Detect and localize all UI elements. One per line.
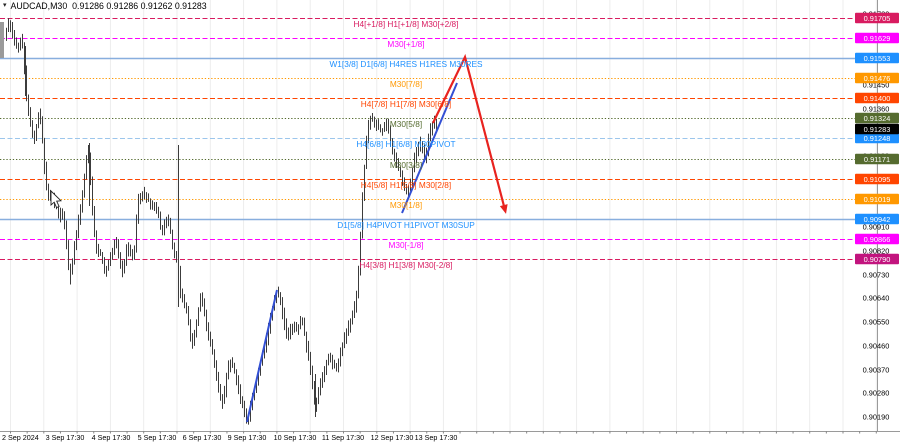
chart-title-text: AUDCAD,M30 0.91286 0.91286 0.91262 0.912… xyxy=(10,1,207,11)
trendline[interactable] xyxy=(401,82,458,214)
price-level-badge xyxy=(855,112,899,124)
murrey-level-label: D1[5/8] H4PIVOT H1PIVOT M30SUP xyxy=(337,220,475,230)
price-tick-label: 0.90640 xyxy=(863,294,890,303)
price-tick-label: 0.90190 xyxy=(863,413,890,422)
price-tick-label: 0.90820 xyxy=(863,247,890,256)
price-tick-label: 0.91450 xyxy=(863,81,890,90)
price-tick-label: 0.90910 xyxy=(863,223,890,232)
time-axis-label: 13 Sep 17:30 xyxy=(415,433,458,442)
time-axis-label: 5 Sep 17:30 xyxy=(138,433,177,442)
murrey-level-label: H4[+1/8] H1[+1/8] M30[+2/8] xyxy=(354,19,459,29)
price-axis[interactable]: 0.917200.914500.913600.911800.909100.908… xyxy=(855,10,899,422)
time-axis-label: 9 Sep 17:30 xyxy=(228,433,267,442)
time-axis-label: 2 Sep 2024 xyxy=(2,433,39,442)
murrey-level-label: M30[5/8] xyxy=(390,119,422,129)
price-level-badge xyxy=(855,92,899,104)
price-level-badge xyxy=(855,132,899,144)
murrey-level-label: M30[7/8] xyxy=(390,79,422,89)
time-axis-label: 11 Sep 17:30 xyxy=(322,433,364,442)
price-tick-label: 0.90370 xyxy=(863,366,890,375)
price-level-badge xyxy=(855,253,899,265)
murrey-level-label: H4[5/8] H1[5/8] M30[2/8] xyxy=(361,180,451,190)
murrey-level-label: H4[6/8] H1[6/8] M30PIVOT xyxy=(356,139,455,149)
price-level-badge xyxy=(855,153,899,165)
price-level-badge-label: 0.91553 xyxy=(864,54,891,63)
price-level-badge-label: 0.91019 xyxy=(864,195,891,204)
price-level-badge-label: 0.91095 xyxy=(864,175,891,184)
price-level-badge-label: 0.90942 xyxy=(864,215,891,224)
forecast-arrowhead-icon xyxy=(499,204,508,214)
current-price-badge xyxy=(855,123,899,135)
clipped-first-bar xyxy=(0,22,4,58)
forecast-arrow-line[interactable] xyxy=(432,53,507,211)
price-level-badge-label: 0.91476 xyxy=(864,74,891,83)
murrey-level-label: W1[3/8] D1[6/8] H4RES H1RES M30RES xyxy=(329,59,483,69)
murrey-level-label: H4[3/8] H1[3/8] M30[-2/8] xyxy=(359,260,452,270)
price-level-badge-label: 0.91400 xyxy=(864,94,891,103)
price-level-badge-label: 0.91171 xyxy=(864,155,890,164)
chart-title: ▾ AUDCAD,M30 0.91286 0.91286 0.91262 0.9… xyxy=(3,1,207,11)
time-axis-label: 4 Sep 17:30 xyxy=(92,433,131,442)
price-tick-label: 0.90730 xyxy=(863,271,890,280)
time-axis-label: 6 Sep 17:30 xyxy=(183,433,222,442)
murrey-level-lines xyxy=(0,18,877,260)
time-axis[interactable]: 2 Sep 2024 3 Sep 17:30 4 Sep 17:30 5 Sep 17… xyxy=(2,431,877,442)
price-level-badge xyxy=(855,72,899,84)
price-level-badge xyxy=(855,233,899,245)
murrey-level-label: H4[7/8] H1[7/8] M30[6/8] xyxy=(361,99,451,109)
price-level-badge xyxy=(855,213,899,225)
price-level-badge-label: 0.90866 xyxy=(864,235,891,244)
price-level-badge-label: 0.90790 xyxy=(864,255,891,264)
price-tick-label: 0.90460 xyxy=(863,342,890,351)
price-tick-label: 0.90550 xyxy=(863,318,890,327)
time-axis-label: 12 Sep 17:30 xyxy=(371,433,414,442)
price-level-badge-label: 0.91705 xyxy=(864,14,891,23)
price-level-badge xyxy=(855,193,899,205)
murrey-level-label: M30[1/8] xyxy=(390,200,422,210)
trendline[interactable] xyxy=(246,289,278,423)
symbol-menu-icon[interactable]: ▾ xyxy=(3,2,7,9)
price-level-badge xyxy=(855,32,899,44)
murrey-level-label: M30[-1/8] xyxy=(388,240,423,250)
current-price-label: 0.91283 xyxy=(864,125,891,134)
gridlines xyxy=(10,0,877,431)
murrey-level-labels: H4[+1/8] H1[+1/8] M30[+2/8] M30[+1/8] W1[3… xyxy=(329,19,483,270)
price-level-badge-label: 0.91629 xyxy=(864,34,891,43)
mouse-cursor-icon xyxy=(50,189,63,209)
price-level-badge xyxy=(855,12,899,24)
price-level-badge xyxy=(855,52,899,64)
price-level-badge xyxy=(855,173,899,185)
murrey-level-label: M30[3/8] xyxy=(390,160,422,170)
murrey-level-label: M30[+1/8] xyxy=(387,39,424,49)
price-tick-label: 0.91360 xyxy=(863,105,890,114)
price-tick-label: 0.90280 xyxy=(863,389,890,398)
price-level-badge-label: 0.91248 xyxy=(864,134,891,143)
time-axis-label: 3 Sep 17:30 xyxy=(46,433,85,442)
time-axis-label: 10 Sep 17:30 xyxy=(274,433,317,442)
price-level-badge-label: 0.91324 xyxy=(864,114,891,123)
